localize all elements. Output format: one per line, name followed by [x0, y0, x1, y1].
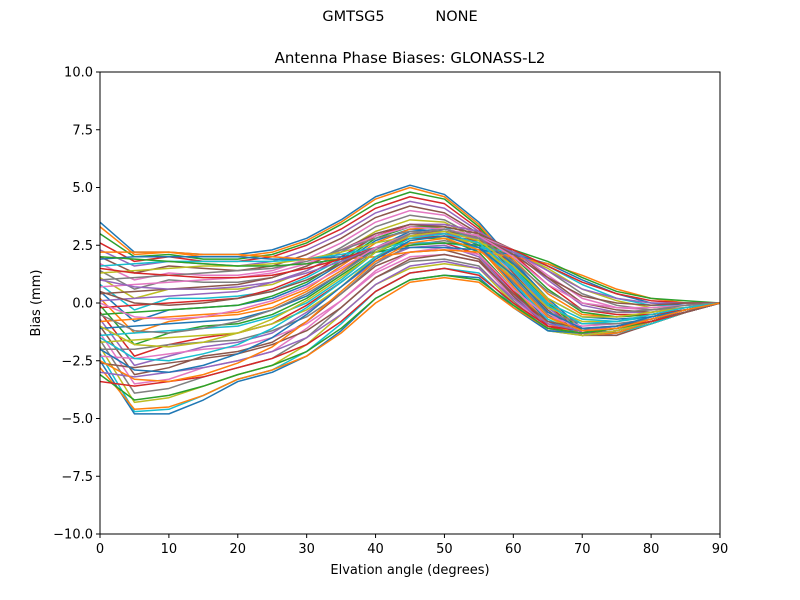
y-tick-label: −10.0 [53, 528, 93, 543]
x-tick-label: 90 [712, 542, 729, 557]
series-line [99, 232, 721, 362]
series-line [99, 230, 721, 348]
series-line [99, 230, 721, 311]
x-tick-label: 10 [161, 542, 178, 557]
x-tick-label: 40 [367, 542, 384, 557]
y-tick-label: −5.0 [61, 412, 93, 427]
series-line [99, 237, 721, 383]
figure-suptitle: GMTSG5 NONE [322, 9, 478, 25]
x-tick-label: 70 [574, 542, 591, 557]
y-tick-label: −7.5 [61, 470, 93, 485]
series-line [99, 223, 721, 313]
series-line [99, 242, 721, 304]
x-tick-label: 50 [436, 542, 453, 557]
y-tick-label: 2.5 [72, 239, 93, 254]
series-line [99, 235, 721, 374]
y-axis-label: Bias (mm) [29, 270, 44, 337]
series-line [99, 228, 721, 334]
x-tick-label: 80 [643, 542, 660, 557]
x-tick-label: 20 [230, 542, 247, 557]
x-axis-label: Elvation angle (degrees) [330, 563, 489, 578]
y-tick-label: 0.0 [72, 297, 93, 312]
y-tick-label: −2.5 [61, 354, 93, 369]
y-tick-label: 7.5 [72, 123, 93, 138]
y-tick-label: 5.0 [72, 181, 93, 196]
series-line [99, 262, 721, 404]
y-tick-label: 10.0 [64, 66, 93, 81]
x-tick-label: 30 [298, 542, 315, 557]
chart-title: Antenna Phase Biases: GLONASS-L2 [274, 49, 546, 67]
x-tick-label: 60 [505, 542, 522, 557]
ticks-layer: 0 10 20 30 40 50 60 70 80 90 −10.0 −7.5 −5.0 −2.5 0.0 2… [53, 66, 728, 558]
series-line [100, 249, 720, 304]
series-line [99, 205, 721, 337]
x-tick-label: 0 [96, 542, 104, 557]
series-layer [99, 184, 721, 415]
series-line [99, 228, 721, 330]
